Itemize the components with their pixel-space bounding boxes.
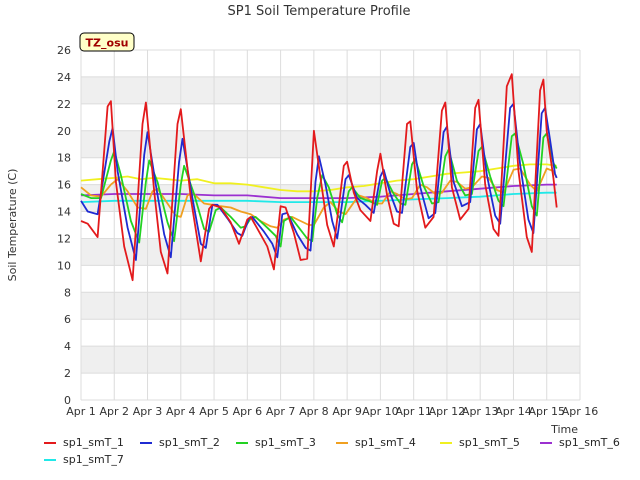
x-axis-label: Time bbox=[550, 423, 578, 436]
x-tick-label: Apr 9 bbox=[332, 405, 362, 418]
legend-label: sp1_smT_1 bbox=[63, 436, 124, 449]
legend-item-sp1_smT_5: sp1_smT_5 bbox=[440, 436, 520, 449]
y-tick-label: 18 bbox=[57, 152, 71, 165]
legend-item-sp1_smT_6: sp1_smT_6 bbox=[540, 436, 620, 449]
x-tick-label: Apr 10 bbox=[362, 405, 399, 418]
x-tick-label: Apr 5 bbox=[199, 405, 229, 418]
legend-swatch bbox=[140, 441, 152, 444]
background-band bbox=[81, 346, 580, 374]
legend-item-sp1_smT_1: sp1_smT_1 bbox=[44, 436, 124, 449]
background-band bbox=[81, 292, 580, 320]
x-tick-label: Apr 6 bbox=[233, 405, 263, 418]
legend-swatch bbox=[540, 441, 552, 444]
legend-swatch bbox=[44, 458, 56, 461]
legend-label: sp1_smT_3 bbox=[255, 436, 316, 449]
legend-swatch bbox=[440, 441, 452, 444]
series-line-sp1_smT_4 bbox=[80, 167, 558, 229]
y-tick-label: 0 bbox=[64, 394, 71, 407]
legend-label: sp1_smT_6 bbox=[559, 436, 620, 449]
legend-item-sp1_smT_2: sp1_smT_2 bbox=[140, 436, 220, 449]
x-axis-ticks: Apr 1 Apr 2 Apr 3 Apr 4 Apr 5 Apr 6 Apr 7 Apr 8… bbox=[66, 405, 598, 418]
y-tick-label: 2 bbox=[64, 367, 71, 380]
x-tick-label: Apr 3 bbox=[133, 405, 163, 418]
y-tick-label: 20 bbox=[57, 125, 71, 138]
y-tick-label: 6 bbox=[64, 313, 71, 326]
series-line-sp1_smT_6 bbox=[80, 183, 557, 199]
series-lines bbox=[80, 73, 558, 282]
y-tick-label: 26 bbox=[57, 44, 71, 57]
background-band bbox=[81, 76, 580, 104]
y-tick-label: 8 bbox=[64, 286, 71, 299]
x-tick-label: Apr 11 bbox=[395, 405, 432, 418]
y-tick-label: 16 bbox=[57, 179, 71, 192]
background-band bbox=[81, 130, 580, 158]
x-tick-label: Apr 16 bbox=[562, 405, 599, 418]
background-band bbox=[81, 238, 580, 266]
x-tick-label: Apr 13 bbox=[462, 405, 499, 418]
chart-title: SP1 Soil Temperature Profile bbox=[228, 4, 411, 19]
x-tick-label: Apr 14 bbox=[495, 405, 532, 418]
x-tick-label: Apr 8 bbox=[299, 405, 329, 418]
y-tick-label: 10 bbox=[57, 259, 71, 272]
legend-label: sp1_smT_7 bbox=[63, 453, 124, 466]
legend-label: sp1_smT_5 bbox=[459, 436, 520, 449]
x-tick-label: Apr 2 bbox=[100, 405, 130, 418]
annotation-box: TZ_osu bbox=[79, 32, 135, 52]
x-tick-label: Apr 7 bbox=[266, 405, 296, 418]
legend-swatch bbox=[44, 441, 56, 444]
y-tick-label: 4 bbox=[64, 340, 71, 353]
series-line-sp1_smT_2 bbox=[80, 102, 558, 261]
y-axis-label: Soil Temperature (C) bbox=[6, 169, 19, 282]
x-tick-label: Apr 15 bbox=[528, 405, 565, 418]
y-tick-label: 14 bbox=[57, 206, 71, 219]
series-line-sp1_smT_1 bbox=[80, 73, 558, 282]
legend-label: sp1_smT_2 bbox=[159, 436, 220, 449]
y-tick-label: 24 bbox=[57, 71, 71, 84]
annotation-label: TZ_osu bbox=[86, 37, 129, 50]
legend-swatch bbox=[236, 441, 248, 444]
legend-item-sp1_smT_4: sp1_smT_4 bbox=[336, 436, 416, 449]
legend-swatch bbox=[336, 441, 348, 444]
y-tick-label: 12 bbox=[57, 232, 71, 245]
legend-item-sp1_smT_7: sp1_smT_7 bbox=[44, 453, 124, 466]
x-tick-label: Apr 1 bbox=[66, 405, 96, 418]
x-tick-label: Apr 4 bbox=[166, 405, 196, 418]
x-tick-label: Apr 12 bbox=[429, 405, 466, 418]
legend-item-sp1_smT_3: sp1_smT_3 bbox=[236, 436, 316, 449]
y-tick-label: 22 bbox=[57, 98, 71, 111]
legend-label: sp1_smT_4 bbox=[355, 436, 416, 449]
